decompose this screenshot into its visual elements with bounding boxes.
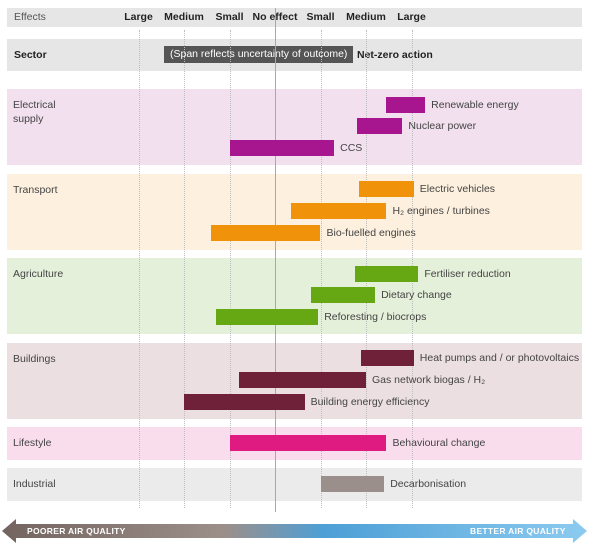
action-label: Building energy efficiency [310, 396, 430, 408]
action-bar [229, 435, 387, 451]
action-bar [229, 140, 335, 156]
no-effect-axis-line [275, 8, 276, 512]
action-bar [354, 266, 419, 282]
action-label: Bio-fuelled engines [326, 227, 416, 239]
gridline [138, 30, 140, 508]
scale-label: Medium [346, 11, 386, 23]
action-bar [359, 181, 414, 197]
scale-label: Small [215, 11, 244, 23]
action-bar [215, 309, 319, 325]
action-label: Fertiliser reduction [424, 268, 511, 280]
action-label: Nuclear power [408, 120, 477, 132]
air-quality-arrow: POORER AIR QUALITY BETTER AIR QUALITY [0, 516, 589, 546]
action-bar [320, 476, 385, 492]
action-bar [356, 118, 403, 134]
action-label: Renewable energy [431, 99, 519, 111]
effects-header-band [7, 8, 582, 27]
action-bar [386, 97, 426, 113]
action-header: Net-zero action [357, 49, 433, 61]
poorer-air-quality-label: POORER AIR QUALITY [27, 526, 126, 536]
sector-label: Lifestyle [13, 437, 52, 449]
action-label: Gas network biogas / H₂ [372, 374, 486, 386]
action-bar [238, 372, 366, 388]
scale-label: Small [306, 11, 335, 23]
sector-header: Sector [14, 49, 47, 61]
action-bar [290, 203, 387, 219]
sector-label: Agriculture [13, 268, 64, 280]
scale-label: Medium [164, 11, 204, 23]
sector-label: Industrial [13, 478, 56, 490]
better-air-quality-label: BETTER AIR QUALITY [470, 526, 566, 536]
sector-label: Electrical supply [13, 99, 56, 125]
sector-label: Buildings [13, 353, 56, 365]
action-bar [311, 287, 376, 303]
action-label: CCS [340, 142, 363, 154]
effects-label: Effects [14, 11, 46, 23]
scale-label: Large [397, 11, 426, 23]
action-label: Reforesting / biocrops [324, 311, 427, 323]
action-label: H₂ engines / turbines [392, 205, 490, 217]
action-bar [184, 394, 305, 410]
sector-label: Transport [13, 184, 58, 196]
action-bar [361, 350, 414, 366]
span-note: (Span reflects uncertainty of outcome) [164, 46, 354, 63]
action-bar [211, 225, 321, 241]
gridline [184, 30, 185, 508]
action-label: Electric vehicles [419, 183, 496, 195]
air-quality-gradient-arrow [2, 519, 587, 543]
action-label: Dietary change [381, 289, 452, 301]
action-label: Behavioural change [392, 437, 486, 449]
action-label: Decarbonisation [390, 478, 467, 490]
gridline [320, 30, 322, 508]
scale-label: Large [124, 11, 153, 23]
sector-band [7, 468, 582, 501]
action-label: Heat pumps and / or photovoltaics [419, 352, 580, 364]
gridline [229, 30, 231, 508]
